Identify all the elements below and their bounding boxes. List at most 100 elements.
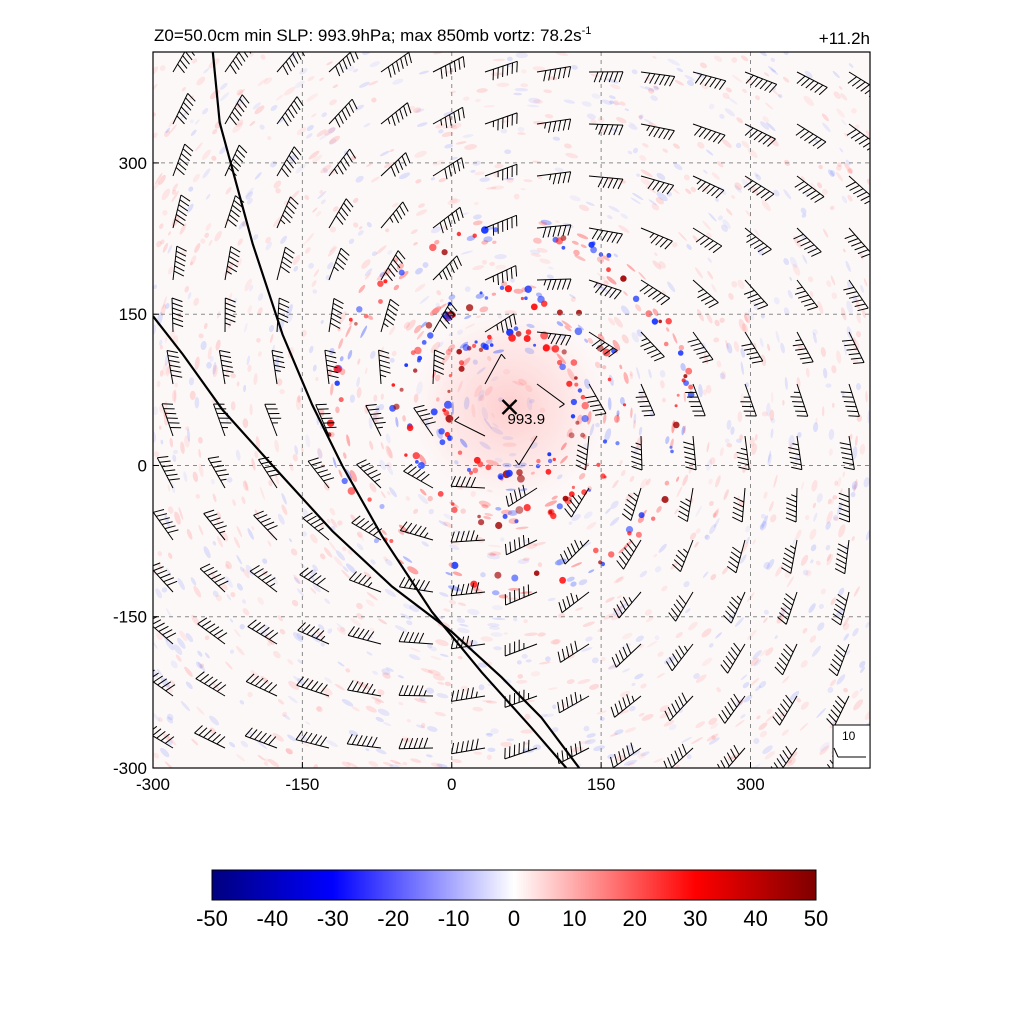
vorticity-cell <box>328 138 337 145</box>
vorticity-cell <box>547 687 558 690</box>
vorticity-cell <box>819 742 830 752</box>
vorticity-cell <box>624 727 637 733</box>
vorticity-cell <box>754 229 760 237</box>
vorticity-cell <box>441 131 454 138</box>
vorticity-cell <box>734 617 744 627</box>
vorticity-cell <box>357 230 364 236</box>
y-tick-label: 300 <box>119 154 147 173</box>
vorticity-cell <box>619 603 628 609</box>
vorticity-cell <box>832 514 839 521</box>
vorticity-cell <box>837 477 842 487</box>
vorticity-cell <box>705 384 712 394</box>
vorticity-cell <box>407 566 419 575</box>
vorticity-cell <box>158 174 166 185</box>
vorticity-cell <box>740 714 746 719</box>
vorticity-cell <box>485 186 497 190</box>
vorticity-cell <box>472 359 478 365</box>
vorticity-cell <box>153 132 158 139</box>
vorticity-cell <box>476 367 486 375</box>
vorticity-cell <box>544 114 554 119</box>
vorticity-cell <box>158 425 162 430</box>
vorticity-cell <box>394 761 404 767</box>
vorticity-cell <box>846 650 851 656</box>
vorticity-cell <box>759 337 764 348</box>
vorticity-cell <box>353 222 359 228</box>
vorticity-cell <box>418 203 425 208</box>
vorticity-cell <box>753 659 762 667</box>
vorticity-cell <box>244 278 252 292</box>
vorticity-cell <box>608 95 616 100</box>
vorticity-cell <box>567 368 576 381</box>
vorticity-cell <box>305 247 311 254</box>
vorticity-cell <box>638 271 646 280</box>
vorticity-cell <box>309 345 314 354</box>
vorticity-cell <box>392 78 404 85</box>
vorticity-cell <box>310 587 317 594</box>
vorticity-cell <box>156 240 162 248</box>
vorticity-cell <box>329 347 335 355</box>
wind-barb <box>621 487 642 521</box>
wind-barb <box>194 725 226 749</box>
wind-barb <box>560 539 590 565</box>
ring-vorticity-cell <box>590 246 597 254</box>
vorticity-cell <box>603 280 609 286</box>
vorticity-cell <box>800 554 809 566</box>
vorticity-cell <box>651 203 660 211</box>
vorticity-cell <box>782 76 790 83</box>
vorticity-cell <box>212 590 219 598</box>
vorticity-cell <box>195 142 203 152</box>
vorticity-cell <box>212 129 218 135</box>
vorticity-cell <box>767 343 771 352</box>
vorticity-cell <box>731 281 738 288</box>
vorticity-cell <box>256 740 268 749</box>
vorticity-cell <box>545 656 551 662</box>
vorticity-cell <box>204 652 210 659</box>
ring-vorticity-cell <box>596 462 601 467</box>
vorticity-cell <box>821 406 825 417</box>
vorticity-cell <box>597 333 605 342</box>
wind-barb <box>432 255 462 281</box>
ring-vorticity-cell <box>478 519 485 526</box>
ring-vorticity-cell <box>495 521 503 530</box>
wind-barb <box>365 404 386 437</box>
vorticity-cell <box>843 341 847 356</box>
wind-barb <box>536 224 572 238</box>
vorticity-cell <box>799 722 809 731</box>
vorticity-cell <box>851 108 857 114</box>
vorticity-cell <box>640 751 650 757</box>
vorticity-cell <box>357 681 371 690</box>
wind-barb <box>398 631 434 645</box>
ring-vorticity-cell <box>547 452 552 457</box>
vorticity-cell <box>795 529 802 540</box>
vorticity-cell <box>742 88 747 94</box>
vorticity-cell <box>295 396 302 411</box>
vorticity-cell <box>339 626 346 633</box>
vorticity-cell <box>673 163 683 171</box>
vorticity-cell <box>317 624 325 631</box>
ring-vorticity-cell <box>438 428 445 435</box>
vorticity-cell <box>216 511 222 519</box>
vorticity-cell <box>605 507 612 514</box>
vorticity-cell <box>443 111 455 117</box>
vorticity-cell <box>319 77 325 81</box>
wind-barb <box>840 383 860 417</box>
vorticity-cell <box>683 581 690 588</box>
vorticity-cell <box>517 132 526 135</box>
vorticity-cell <box>242 222 247 227</box>
vorticity-cell <box>460 685 469 692</box>
wind-barb <box>564 487 590 518</box>
vorticity-cell <box>257 293 264 301</box>
vorticity-cell <box>622 668 631 673</box>
vorticity-cell <box>196 706 205 715</box>
wind-barb <box>484 265 518 286</box>
vorticity-cell <box>852 627 859 637</box>
x-tick-label: 0 <box>447 775 456 794</box>
vorticity-cell <box>195 493 201 499</box>
vorticity-cell <box>640 169 653 178</box>
wind-barb <box>613 591 642 619</box>
vorticity-cell <box>195 661 203 670</box>
wind-barb <box>726 539 746 574</box>
vorticity-cell <box>801 213 807 218</box>
vorticity-cell <box>741 140 750 149</box>
vorticity-cell <box>415 179 422 184</box>
